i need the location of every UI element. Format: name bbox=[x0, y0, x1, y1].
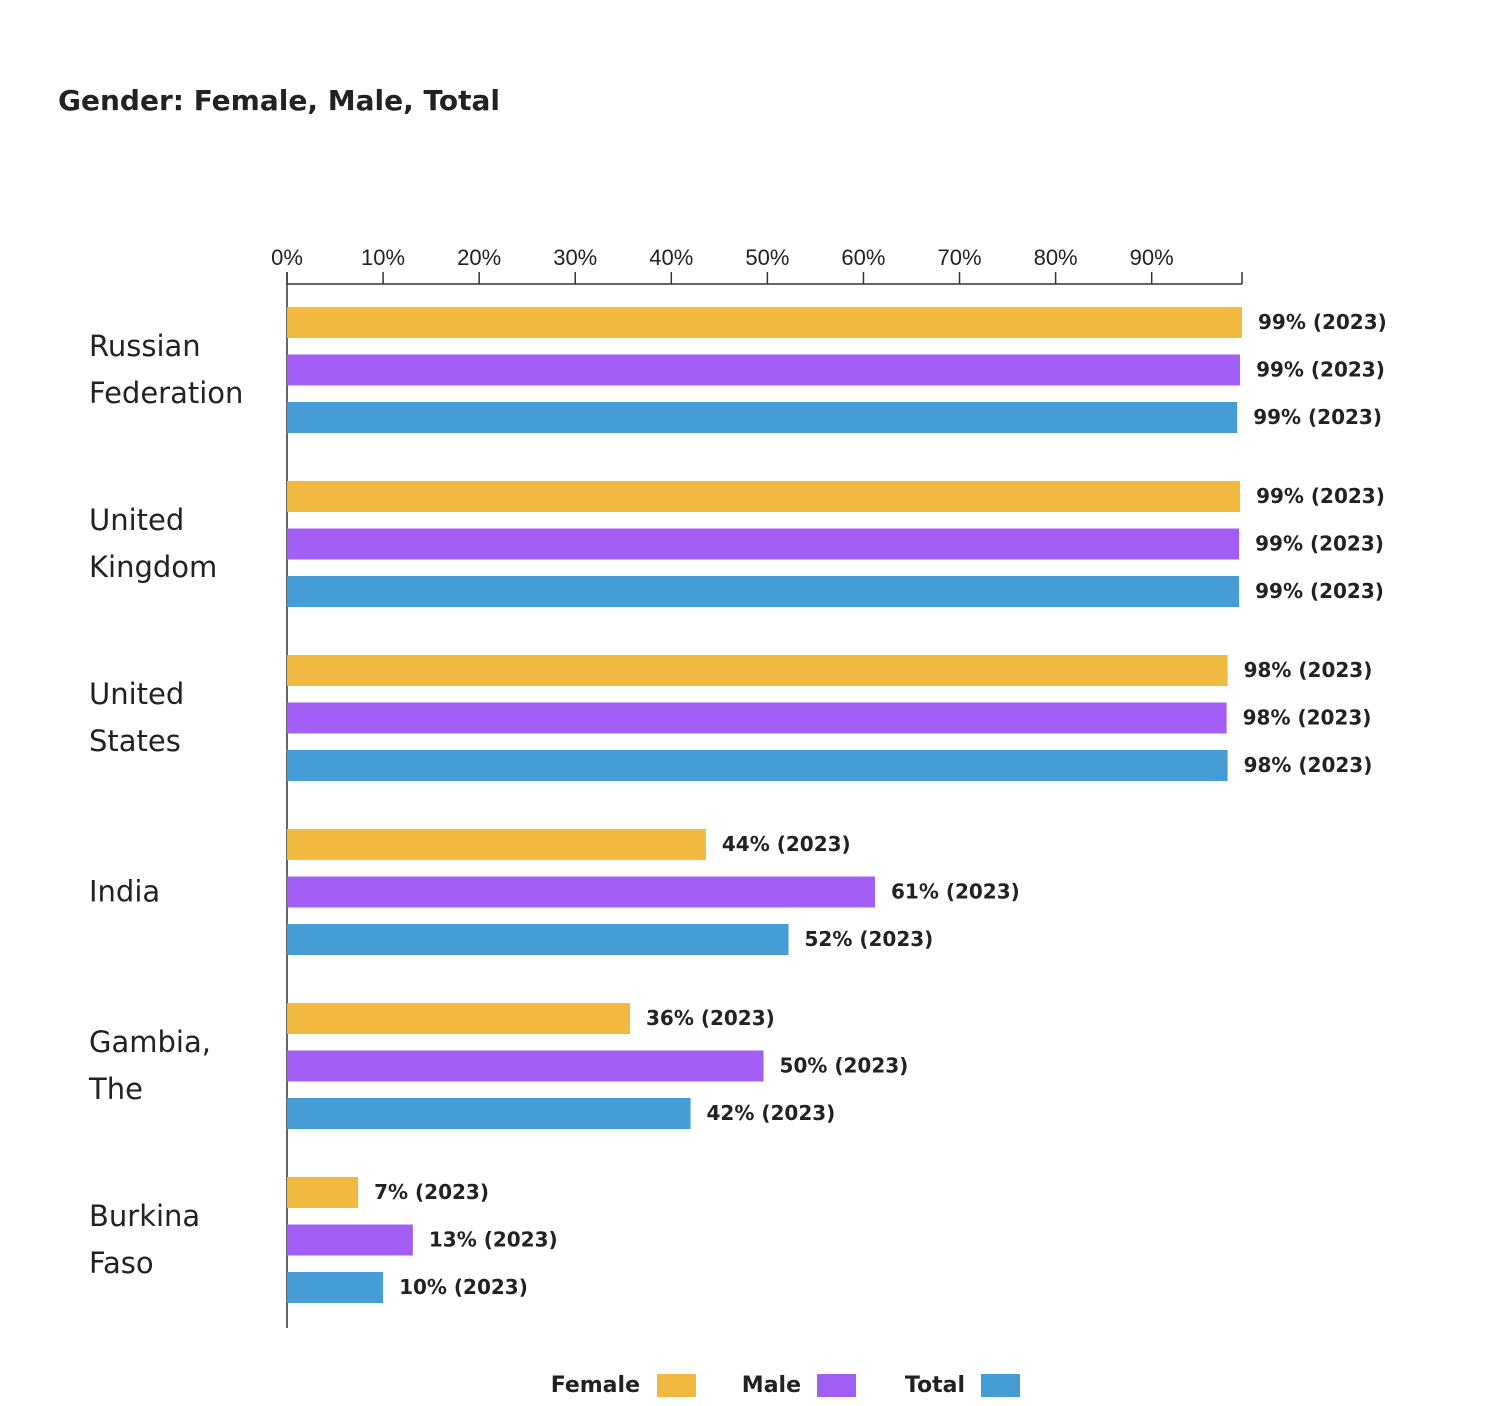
legend-swatch bbox=[817, 1374, 856, 1397]
x-tick-label: 70% bbox=[938, 245, 982, 270]
category-label: United Kingdom bbox=[89, 503, 218, 584]
value-label: 10% (2023) bbox=[399, 1275, 528, 1299]
bar bbox=[287, 402, 1238, 433]
value-label: 99% (2023) bbox=[1255, 579, 1384, 603]
value-label: 99% (2023) bbox=[1256, 358, 1385, 382]
bar bbox=[287, 576, 1240, 607]
value-label: 36% (2023) bbox=[646, 1006, 775, 1030]
bar bbox=[287, 876, 875, 908]
category-label: Russian Federation bbox=[89, 329, 244, 410]
bar bbox=[287, 1272, 384, 1303]
value-label: 52% (2023) bbox=[805, 927, 934, 951]
value-label: 98% (2023) bbox=[1244, 753, 1373, 777]
category-label: India bbox=[89, 874, 161, 909]
value-label: 99% (2023) bbox=[1253, 405, 1382, 429]
chart-title: Gender: Female, Male, Total bbox=[58, 84, 500, 117]
x-tick-label: 60% bbox=[841, 245, 885, 270]
bar bbox=[287, 1224, 413, 1256]
legend-label: Female bbox=[551, 1373, 640, 1398]
legend-swatch bbox=[981, 1374, 1020, 1397]
x-tick-label: 50% bbox=[745, 245, 789, 270]
bar bbox=[287, 528, 1240, 560]
category-label: Gambia, The bbox=[89, 1025, 211, 1106]
value-label: 50% (2023) bbox=[780, 1054, 909, 1078]
legend-swatch bbox=[657, 1374, 696, 1397]
bar bbox=[287, 750, 1228, 781]
legend-label: Total bbox=[905, 1373, 965, 1398]
x-tick-label: 40% bbox=[649, 245, 693, 270]
value-label: 99% (2023) bbox=[1258, 310, 1387, 334]
value-label: 99% (2023) bbox=[1255, 532, 1384, 556]
bar bbox=[287, 1177, 359, 1208]
category-label: United States bbox=[89, 677, 185, 758]
value-label: 99% (2023) bbox=[1256, 484, 1385, 508]
value-label: 42% (2023) bbox=[707, 1101, 836, 1125]
value-label: 13% (2023) bbox=[429, 1228, 558, 1252]
category-label: Burkina Faso bbox=[89, 1199, 201, 1280]
value-label: 61% (2023) bbox=[891, 880, 1020, 904]
bar bbox=[287, 1098, 691, 1129]
x-tick-label: 30% bbox=[553, 245, 597, 270]
bar bbox=[287, 924, 789, 955]
bar bbox=[287, 829, 706, 860]
x-tick-label: 80% bbox=[1034, 245, 1078, 270]
value-label: 98% (2023) bbox=[1243, 706, 1372, 730]
bar bbox=[287, 1050, 764, 1082]
bar bbox=[287, 354, 1241, 386]
x-tick-label: 20% bbox=[457, 245, 501, 270]
x-tick-label: 10% bbox=[361, 245, 405, 270]
bar bbox=[287, 481, 1241, 512]
x-tick-label: 90% bbox=[1130, 245, 1174, 270]
value-label: 44% (2023) bbox=[722, 832, 851, 856]
x-tick-label: 0% bbox=[271, 245, 303, 270]
bar bbox=[287, 1003, 630, 1034]
bar bbox=[287, 307, 1242, 338]
legend-label: Male bbox=[742, 1373, 801, 1398]
bar bbox=[287, 655, 1228, 686]
bar bbox=[287, 702, 1227, 734]
value-label: 7% (2023) bbox=[374, 1180, 489, 1204]
value-label: 98% (2023) bbox=[1244, 658, 1373, 682]
